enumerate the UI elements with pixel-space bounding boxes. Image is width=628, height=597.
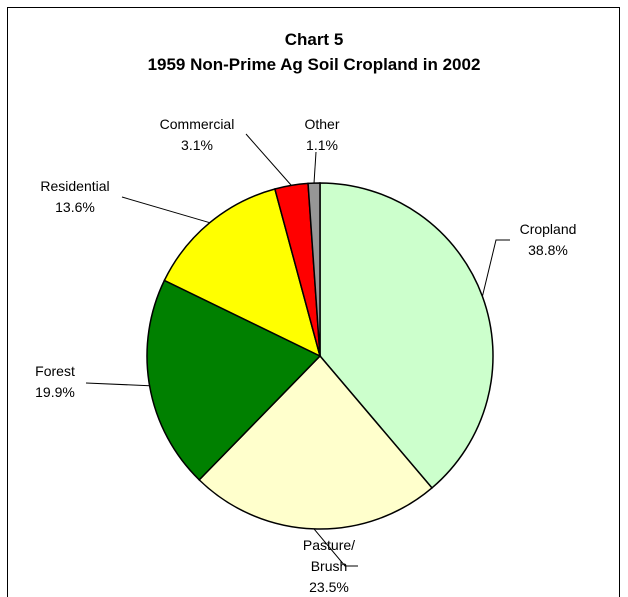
leader-line: [481, 239, 510, 297]
leader-line: [313, 151, 317, 184]
pie-slice: [319, 182, 494, 489]
chart-title: Chart 5: [285, 30, 344, 49]
slice-value-label: 19.9%: [35, 384, 75, 400]
leader-line: [245, 133, 292, 186]
chart-subtitle: 1959 Non-Prime Ag Soil Cropland in 2002: [148, 55, 481, 74]
slice-label: Cropland: [520, 221, 577, 237]
slice-value-label: 13.6%: [55, 199, 95, 215]
slice-value-label: 1.1%: [306, 137, 338, 153]
slice-label: Forest: [35, 363, 75, 379]
leader-line: [85, 382, 150, 387]
slice-value-label: 3.1%: [181, 137, 213, 153]
slice-label: Other: [304, 116, 339, 132]
slice-label: Commercial: [160, 116, 235, 132]
leader-line: [313, 528, 358, 567]
leader-line: [121, 196, 210, 224]
slice-value-label: 38.8%: [528, 242, 568, 258]
slice-label: Residential: [40, 178, 109, 194]
slice-value-label: 23.5%: [309, 579, 349, 595]
slice-label: Pasture/Brush: [303, 537, 355, 574]
